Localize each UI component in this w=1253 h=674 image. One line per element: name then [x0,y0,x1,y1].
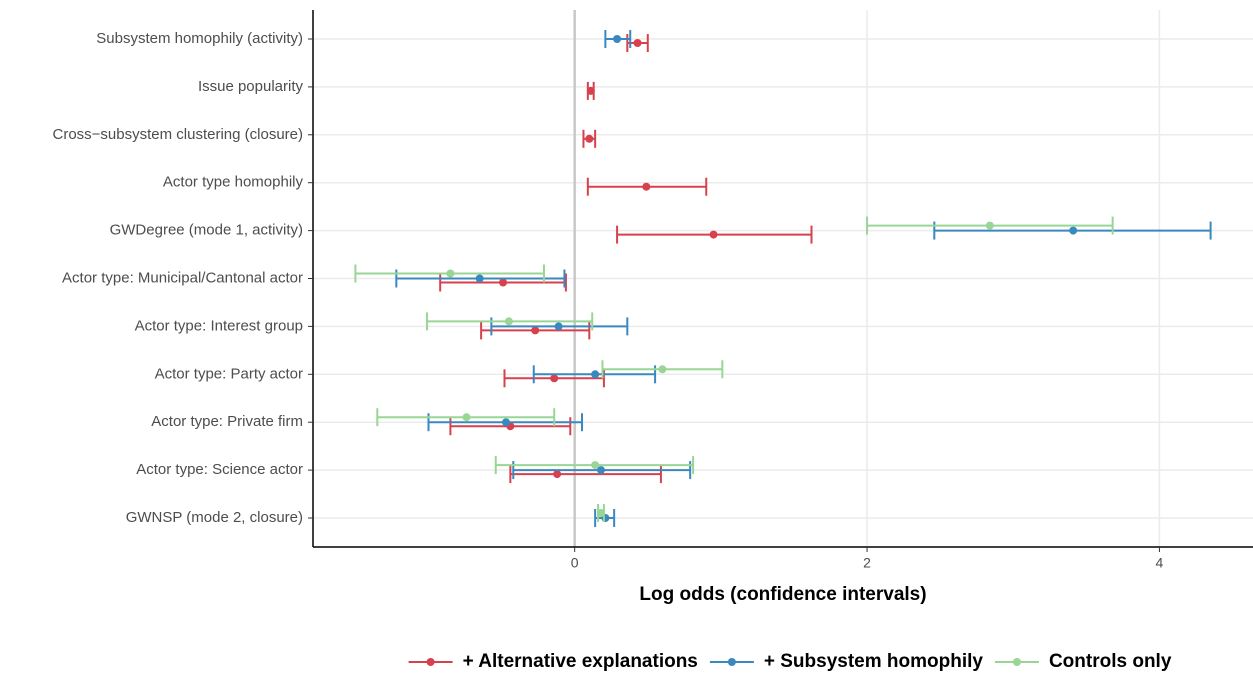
y-tick-label: Subsystem homophily (activity) [96,30,303,47]
error-bar [376,408,556,427]
y-tick-label: GWDegree (mode 1, activity) [110,222,303,239]
point [709,230,718,239]
error-bar [439,273,567,292]
point [531,326,540,335]
point [504,317,513,326]
point [596,466,605,475]
point [591,370,600,379]
error-bar [596,504,605,522]
point [642,182,651,191]
legend-label: + Alternative explanations [463,651,698,672]
x-tick-label: 2 [863,555,871,571]
legend-label: + Subsystem homophily [764,651,984,672]
error-bar [503,369,605,388]
y-tick-label: GWNSP (mode 2, closure) [126,509,303,526]
legend-key [727,658,736,666]
error-bar [490,317,629,336]
error-bar [512,461,692,480]
point [633,39,642,47]
y-tick-label: Actor type: Municipal/Cantonal actor [62,269,303,286]
x-tick-label: 0 [571,555,579,571]
y-tick-label: Cross−subsystem clustering (closure) [53,126,304,143]
legend-label: Controls only [1049,651,1172,672]
error-bar [354,264,545,283]
y-tick-label: Actor type: Interest group [135,317,303,334]
error-bar [604,30,632,48]
point [585,134,594,143]
y-tick-label: Issue popularity [198,78,304,95]
y-tick-label: Actor type: Science actor [136,461,303,478]
point [591,461,600,470]
error-bar [866,216,1114,235]
error-bar [426,312,594,331]
point [658,365,667,374]
y-tick-label: Actor type: Private firm [151,413,303,430]
error-bar [933,221,1212,240]
y-tick-label: Actor type homophily [163,174,304,191]
error-bar [582,129,597,148]
point [1069,226,1078,235]
point [462,413,471,422]
legend: + Alternative explanations + Subsystem ho… [408,651,1172,672]
point [446,269,455,278]
legend-item: + Alternative explanations [408,651,698,672]
error-bar [395,269,566,288]
legend-key [426,658,435,666]
point [553,470,562,479]
legend-key [1012,658,1021,666]
error-bar [586,81,595,100]
point [554,322,563,331]
error-bar [494,456,695,475]
error-bar [586,177,708,196]
x-tick-label: 4 [1156,555,1164,571]
point [985,221,994,230]
point [499,278,508,287]
error-bar [480,321,591,340]
point [596,509,605,517]
y-tick-label: Actor type: Party actor [155,365,303,382]
legend-item: Controls only [994,651,1172,672]
x-axis-label: Log odds (confidence intervals) [639,584,926,605]
error-bar [616,225,813,244]
error-bar [509,465,662,484]
error-bar [427,413,583,432]
point [613,35,622,43]
point [475,274,484,283]
point [550,374,559,383]
legend-item: + Subsystem homophily [709,651,984,672]
point [586,86,595,95]
point [501,418,510,427]
error-bar [601,360,724,379]
